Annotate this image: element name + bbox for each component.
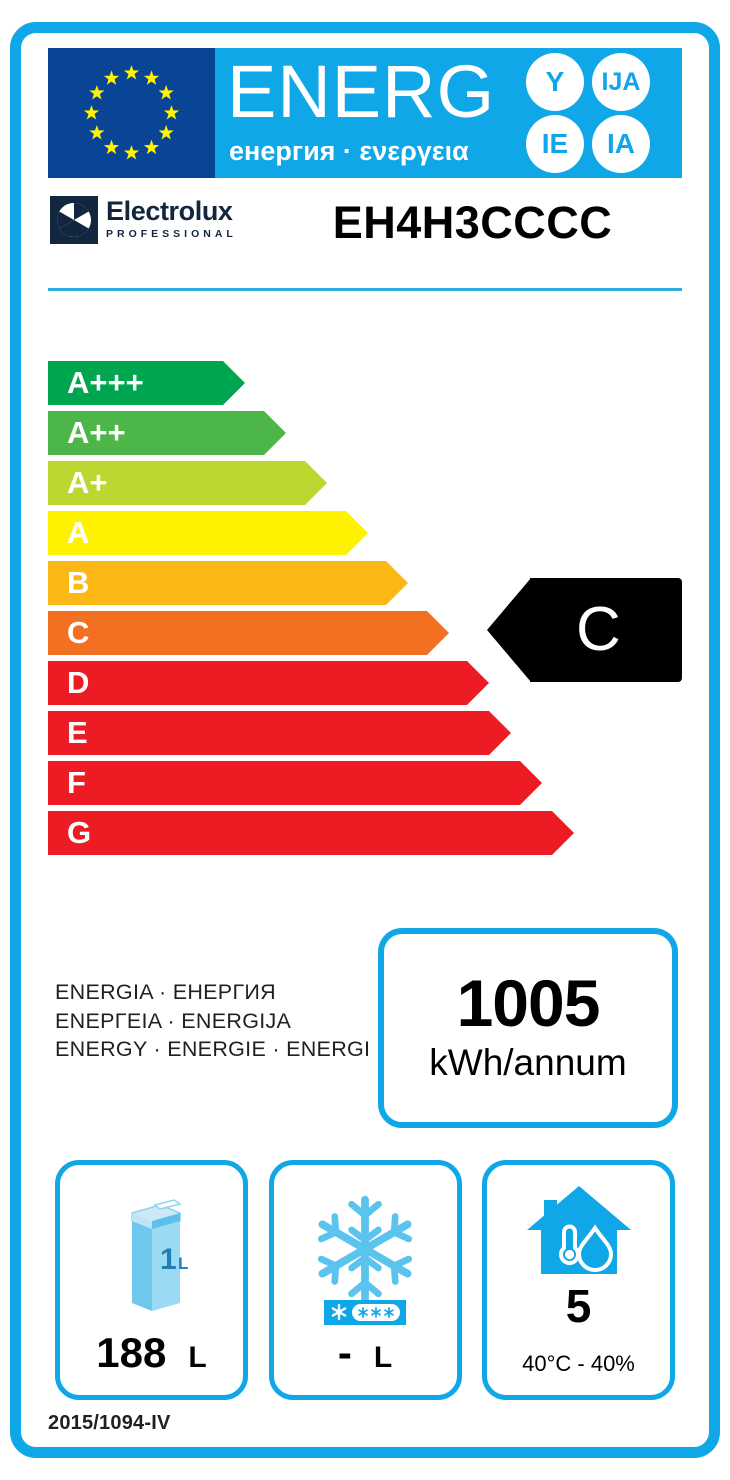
- regulation-reference: 2015/1094-IV: [48, 1412, 171, 1434]
- energ-subtitle: енергия · ενεργεια: [229, 136, 469, 166]
- eu-flag-icon: [48, 48, 215, 178]
- energy-class-row-A: A: [48, 511, 682, 555]
- energ-band: ENERG енергия · ενεργεια Y IJA IE IA: [215, 48, 682, 178]
- energy-class-bar: A+++: [48, 361, 245, 405]
- milk-carton-icon: 1 L: [60, 1175, 243, 1323]
- energy-class-row-C: C: [48, 611, 682, 655]
- house-climate-icon: [487, 1171, 670, 1289]
- energy-class-label: A+++: [67, 365, 144, 400]
- energy-language-list: ENERGIA · ЕНЕРГИЯ ΕΝΕΡΓΕΙΑ · ENERGIJA EN…: [55, 978, 370, 1064]
- energy-consumption-box: 1005 kWh/annum: [378, 928, 678, 1128]
- energy-class-bar: B: [48, 561, 408, 605]
- fridge-volume-value: 188: [96, 1329, 167, 1376]
- energy-class-row-D: D: [48, 661, 682, 705]
- electrolux-logo-text: Electrolux PROFESSIONAL: [106, 196, 237, 241]
- freezer-volume-value: -: [337, 1329, 352, 1376]
- energy-class-bar: F: [48, 761, 542, 805]
- energy-class-row-Aplusplus: A++: [48, 411, 682, 455]
- model-number: EH4H3CCCC: [332, 197, 613, 248]
- rating-class-letter: C: [576, 595, 621, 664]
- energy-class-scale: A+++ A++ A+ A B C D E F G: [48, 361, 682, 861]
- language-circle-ie: IE: [526, 115, 584, 173]
- energy-class-bar: G: [48, 811, 574, 855]
- energy-class-bar: A+: [48, 461, 327, 505]
- climate-class-value: 5: [565, 1280, 592, 1332]
- energy-class-label: D: [67, 665, 90, 700]
- rating-pointer: C: [487, 578, 682, 682]
- language-circle-ia: IA: [592, 115, 650, 173]
- carton-volume-unit: L: [178, 1254, 188, 1273]
- climate-class-value-wrap: 5: [487, 1283, 670, 1329]
- energy-class-label: F: [67, 765, 86, 800]
- energy-consumption-unit: kWh/annum: [429, 1042, 627, 1083]
- rating-pointer-body: C: [530, 578, 682, 682]
- energy-class-bar: D: [48, 661, 489, 705]
- fridge-volume-value-row: 188 L: [60, 1330, 243, 1381]
- freezer-volume-value-row: - L: [274, 1330, 457, 1381]
- snowflake-icon: [274, 1175, 457, 1323]
- energy-class-row-F: F: [48, 761, 682, 805]
- rating-pointer-tip: [487, 578, 531, 682]
- energy-class-label: E: [67, 715, 88, 750]
- energy-language-line-3: ENERGY · ENERGIE · ENERGI: [55, 1037, 371, 1061]
- freezer-volume-box: - L: [268, 1160, 462, 1400]
- energy-class-row-G: G: [48, 811, 682, 855]
- energy-class-bar: A: [48, 511, 368, 555]
- energy-class-label: B: [67, 565, 90, 600]
- energy-class-row-Aplus: A+: [48, 461, 682, 505]
- energ-wordmark: ENERG: [227, 50, 496, 133]
- brand-name: Electrolux: [106, 196, 233, 226]
- info-boxes: 1 L 188 L: [55, 1160, 675, 1400]
- electrolux-mark-icon: [50, 196, 98, 244]
- energy-class-bar: A++: [48, 411, 286, 455]
- freezer-volume-unit: L: [373, 1341, 393, 1374]
- brand-row: Electrolux PROFESSIONAL EH4H3CCCC: [48, 192, 682, 270]
- energy-language-line-2: ΕΝΕΡΓΕΙΑ · ENERGIJA: [55, 1008, 292, 1033]
- header-divider: [48, 288, 682, 291]
- energy-class-bar: C: [48, 611, 449, 655]
- energy-class-label: G: [67, 815, 92, 850]
- energy-class-bar: E: [48, 711, 511, 755]
- carton-volume-number: 1: [160, 1243, 177, 1276]
- energy-class-row-E: E: [48, 711, 682, 755]
- language-circle-y: Y: [526, 53, 584, 111]
- freezer-star-rating-icon: [324, 1300, 406, 1325]
- climate-conditions: 40°C - 40%: [522, 1351, 635, 1376]
- energy-class-row-Aplusplusplus: A+++: [48, 361, 682, 405]
- energy-class-label: C: [67, 615, 90, 650]
- electrolux-logo: Electrolux PROFESSIONAL: [50, 196, 237, 244]
- energy-class-label: A++: [67, 415, 126, 450]
- energy-language-line-1: ENERGIA · ЕНЕРГИЯ: [55, 980, 276, 1004]
- fridge-volume-box: 1 L 188 L: [55, 1160, 248, 1400]
- energy-class-row-B: B: [48, 561, 682, 605]
- climate-conditions-row: 40°C - 40%: [487, 1351, 670, 1377]
- energy-consumption-value: 1005: [456, 966, 601, 1040]
- label-header: ENERG енергия · ενεργεια Y IJA IE IA: [48, 48, 682, 178]
- energy-class-label: A+: [67, 465, 108, 500]
- fridge-volume-unit: L: [188, 1341, 207, 1374]
- energy-class-label: A: [67, 515, 90, 550]
- language-circles: Y IJA IE IA: [524, 53, 676, 173]
- language-circle-ija: IJA: [592, 53, 650, 111]
- climate-class-box: 5 40°C - 40%: [482, 1160, 675, 1400]
- brand-subtitle: PROFESSIONAL: [106, 228, 237, 240]
